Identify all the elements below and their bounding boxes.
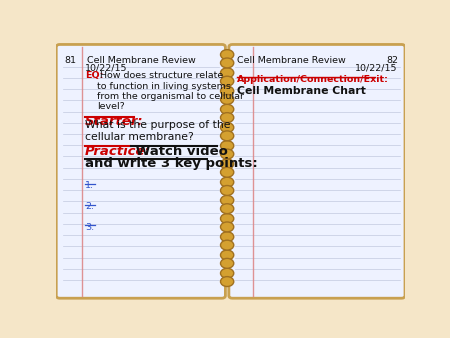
Circle shape xyxy=(220,204,234,214)
Text: 10/22/15: 10/22/15 xyxy=(85,64,127,72)
Circle shape xyxy=(220,86,234,96)
Text: EQ:: EQ: xyxy=(85,71,103,80)
Circle shape xyxy=(220,131,234,141)
Circle shape xyxy=(220,58,234,68)
Circle shape xyxy=(220,214,234,223)
Text: Starter:: Starter: xyxy=(85,115,144,128)
Circle shape xyxy=(220,50,234,59)
Text: Cell Membrane Review: Cell Membrane Review xyxy=(237,56,346,65)
Circle shape xyxy=(220,149,234,159)
Circle shape xyxy=(220,195,234,205)
Text: 1.: 1. xyxy=(85,181,94,190)
Circle shape xyxy=(220,232,234,242)
Text: 10/22/15: 10/22/15 xyxy=(355,64,397,72)
Text: 2.: 2. xyxy=(85,202,94,211)
Circle shape xyxy=(220,222,234,232)
FancyBboxPatch shape xyxy=(56,45,225,298)
Circle shape xyxy=(220,159,234,169)
Circle shape xyxy=(220,167,234,177)
Text: and write 3 key points:: and write 3 key points: xyxy=(85,157,257,170)
Text: 82: 82 xyxy=(386,56,398,65)
Circle shape xyxy=(220,104,234,114)
Circle shape xyxy=(220,177,234,187)
Text: Application/Connection/Exit:: Application/Connection/Exit: xyxy=(237,75,389,84)
Circle shape xyxy=(220,276,234,287)
Circle shape xyxy=(220,268,234,278)
Circle shape xyxy=(220,68,234,78)
Text: Watch video: Watch video xyxy=(131,145,228,158)
Circle shape xyxy=(220,240,234,250)
Text: 81: 81 xyxy=(64,56,76,65)
Circle shape xyxy=(220,258,234,268)
Circle shape xyxy=(220,76,234,86)
Circle shape xyxy=(220,94,234,104)
Circle shape xyxy=(220,141,234,151)
Circle shape xyxy=(220,123,234,132)
Circle shape xyxy=(220,186,234,195)
Text: Cell Membrane Chart: Cell Membrane Chart xyxy=(237,86,366,96)
Circle shape xyxy=(220,250,234,260)
FancyBboxPatch shape xyxy=(229,45,405,298)
Text: 3.: 3. xyxy=(85,223,94,232)
Circle shape xyxy=(220,113,234,123)
Text: Practice:: Practice: xyxy=(85,145,151,158)
Text: What is the purpose of the
cellular membrane?: What is the purpose of the cellular memb… xyxy=(85,120,230,142)
Text: How does structure relate
to function in living systems
from the organismal to c: How does structure relate to function in… xyxy=(97,71,244,112)
Text: Cell Membrane Review: Cell Membrane Review xyxy=(87,56,196,65)
